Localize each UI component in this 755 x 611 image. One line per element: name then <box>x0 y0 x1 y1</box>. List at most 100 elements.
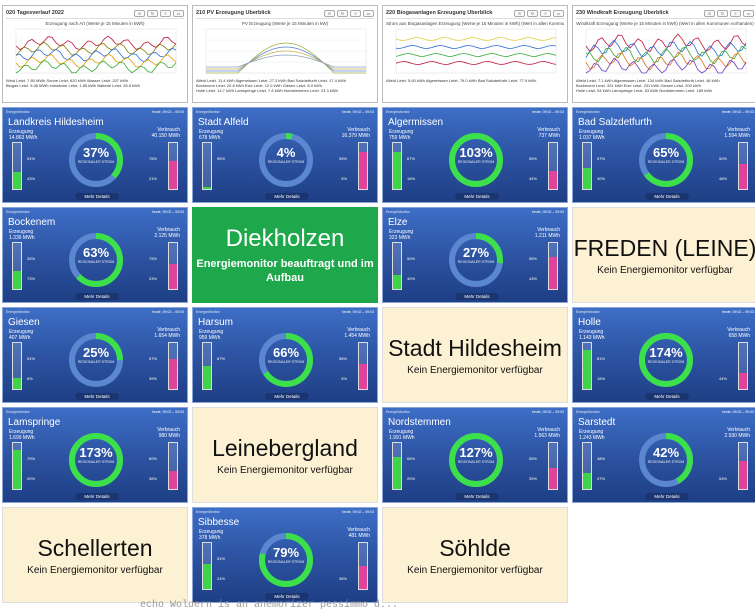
more-details-button[interactable]: Mehr Details <box>645 493 689 500</box>
more-details-button[interactable]: Mehr Details <box>455 193 499 200</box>
share-value: 95% <box>217 156 226 161</box>
chart-legend: Alfeld Letzt. 7.1 kWh Algermissen Letzt.… <box>576 78 754 93</box>
more-details-button[interactable]: Mehr Details <box>455 293 499 300</box>
more-details-button[interactable]: Mehr Details <box>75 493 119 500</box>
more-details-button[interactable]: Mehr Details <box>75 393 119 400</box>
energy-monitor-tile: EnergieMonitor heute, 09:02 – 09:03 Sarste… <box>572 407 755 503</box>
consumption-label: Verbrauch <box>727 427 750 433</box>
regional-share-ring: 127% REGIONALER STROM <box>446 430 506 490</box>
chart-control-button[interactable]: ⊙ <box>704 9 715 17</box>
production-bar-fill <box>13 171 21 189</box>
chart-control-button[interactable]: ▭ <box>173 9 184 17</box>
share-value: 67% <box>407 156 416 161</box>
share-value: 44% <box>718 376 727 381</box>
chart-control-button[interactable]: ≡ <box>730 9 741 17</box>
monitor-timestamp: heute, 09:02 – 09:03 <box>721 110 754 114</box>
share-value: 48% <box>597 456 606 461</box>
municipality-name: Söhlde <box>439 535 511 561</box>
chart-control-button[interactable]: ▭ <box>553 9 564 17</box>
monitor-timestamp: heute, 09:02 – 09:03 <box>151 110 184 114</box>
chart-control-button[interactable]: ↻ <box>337 9 348 17</box>
more-details-button[interactable]: Mehr Details <box>75 193 119 200</box>
monitor-timestamp: heute, 09:02 – 09:03 <box>531 410 564 414</box>
more-details-button[interactable]: Mehr Details <box>265 393 309 400</box>
chart-control-button[interactable]: ⊙ <box>134 9 145 17</box>
chart-panel: 210 PV Erzeugung Überblick ⊙ ↻ ≡ ▭ PV Erzeugu… <box>192 5 378 103</box>
status-text: Kein Energiemonitor verfügbar <box>27 565 163 576</box>
share-value: 50% <box>407 256 416 261</box>
production-label: Erzeugung <box>9 229 34 235</box>
chart-series-line <box>15 59 177 74</box>
chart-control-button[interactable]: ⊙ <box>514 9 525 17</box>
chart-control-button[interactable]: ≡ <box>540 9 551 17</box>
legend-row: Holle Letzt. 14.7 kWh Lamspringe Letzt. … <box>196 88 338 93</box>
municipality-name: Stadt Alfeld <box>198 117 249 128</box>
production-bar <box>12 142 22 190</box>
no-monitor-tile: Stadt Hildesheim Kein Energiemonitor verf… <box>382 307 568 403</box>
production-bar <box>202 142 212 190</box>
chart-subtitle: Erzeugung nach Art (Werte je 15 Minuten … <box>45 21 145 26</box>
regional-share-percent: 42% <box>652 445 680 460</box>
energy-monitor-tile: EnergieMonitor heute, 09:02 – 09:03 Nordst… <box>382 407 568 503</box>
chart-control-button[interactable]: ▭ <box>363 9 374 17</box>
share-value: 23% <box>148 276 157 281</box>
chart-control-button[interactable]: ↻ <box>147 9 158 17</box>
consumption-label: Verbrauch <box>157 227 180 233</box>
production-block: Erzeugung 759 MWh <box>389 129 413 141</box>
more-details-button[interactable]: Mehr Details <box>455 493 499 500</box>
consumption-bar-fill <box>739 163 747 189</box>
regional-share-percent: 63% <box>82 245 110 260</box>
production-label: Erzeugung <box>579 129 604 135</box>
share-value: 39% <box>148 376 157 381</box>
consumption-label: Verbrauch <box>727 127 750 133</box>
production-bar <box>202 342 212 390</box>
share-value: 39% <box>528 476 537 481</box>
production-value: 1.037 MWh <box>579 135 605 141</box>
regional-share-label: REGIONALER STROM <box>457 160 495 164</box>
chart-plot <box>585 28 747 74</box>
chart-control-button[interactable]: ≡ <box>350 9 361 17</box>
production-bar-fill <box>203 186 211 189</box>
chart-control-button[interactable]: ↻ <box>717 9 728 17</box>
more-details-button[interactable]: Mehr Details <box>645 393 689 400</box>
production-label: Erzeugung <box>389 229 414 235</box>
municipality-name: Giesen <box>8 317 40 328</box>
production-label: Erzeugung <box>199 329 224 335</box>
regional-share-arc <box>69 433 123 487</box>
chart-control-button[interactable]: ≡ <box>160 9 171 17</box>
production-label: Erzeugung <box>389 129 414 135</box>
production-block: Erzeugung 14.863 MWh <box>9 129 37 141</box>
share-value: 20% <box>407 476 416 481</box>
consumption-value: 1.563 MWh <box>534 433 560 439</box>
production-bar-fill <box>583 472 591 489</box>
share-value: 5% <box>341 176 347 181</box>
consumption-bar-fill <box>739 461 747 489</box>
consumption-block: Verbrauch 481 MWh <box>347 527 370 539</box>
chart-panel: 230 Windkraft Erzeugung Überblick ⊙ ↻ ≡ ▭ Win… <box>572 5 755 103</box>
more-details-button[interactable]: Mehr Details <box>645 193 689 200</box>
chart-control-button[interactable]: ⊙ <box>324 9 335 17</box>
chart-series-line <box>15 35 177 51</box>
chart-series-line <box>206 42 366 74</box>
no-monitor-tile: FREDEN (LEINE) Kein Energiemonitor verfüg… <box>572 207 755 303</box>
production-block: Erzeugung 1.143 MWh <box>579 329 605 341</box>
production-label: Erzeugung <box>199 529 224 535</box>
chart-header: 220 Biogasanlagen Erzeugung Überblick ⊙ ↻ ≡… <box>386 8 564 19</box>
chart-control-button[interactable]: ▭ <box>743 9 754 17</box>
more-details-button[interactable]: Mehr Details <box>75 293 119 300</box>
production-value: 1.243 MWh <box>579 435 605 441</box>
consumption-block: Verbrauch 1.594 MWh <box>724 127 750 139</box>
energy-monitor-tile: EnergieMonitor heute, 09:02 – 09:03 Stadt … <box>192 107 378 203</box>
consumption-value: 2.125 MWh <box>154 233 180 239</box>
regional-share-arc <box>69 333 123 387</box>
chart-header: 020 Tagesverlauf 2022 ⊙ ↻ ≡ ▭ <box>6 8 184 19</box>
consumption-bar-fill <box>549 256 557 289</box>
production-label: Erzeugung <box>579 429 604 435</box>
more-details-button[interactable]: Mehr Details <box>265 593 309 600</box>
more-details-button[interactable]: Mehr Details <box>265 193 309 200</box>
energy-monitor-tile: EnergieMonitor heute, 09:02 – 09:03 Bad Sa… <box>572 107 755 203</box>
production-value: 407 MWh <box>9 335 31 341</box>
consumption-label: Verbrauch <box>157 427 180 433</box>
production-block: Erzeugung 407 MWh <box>9 329 33 341</box>
chart-control-button[interactable]: ↻ <box>527 9 538 17</box>
